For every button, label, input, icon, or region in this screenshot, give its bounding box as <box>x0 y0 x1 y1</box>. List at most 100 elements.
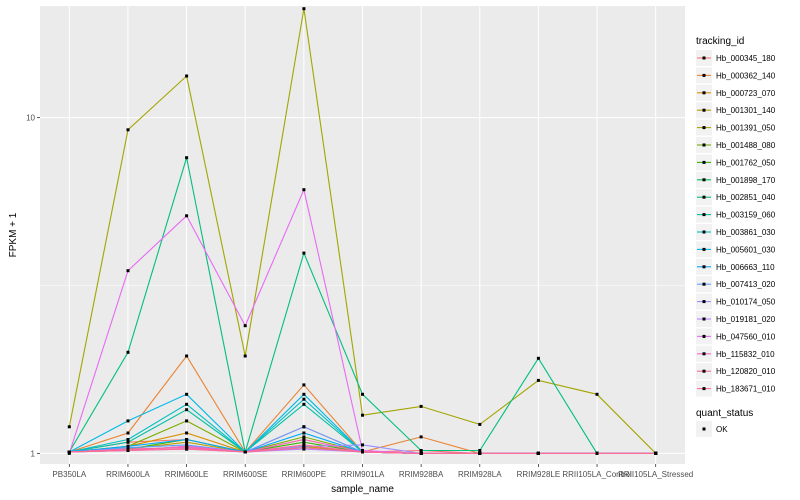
data-point <box>126 419 130 423</box>
data-point <box>595 392 599 396</box>
data-point <box>478 449 482 452</box>
legend-label: Hb_115832_010 <box>716 350 775 359</box>
data-point <box>185 440 189 444</box>
x-tick-label: RRIM928LE <box>517 470 561 479</box>
data-point <box>243 354 247 358</box>
data-point <box>67 425 71 429</box>
data-point <box>302 7 306 11</box>
legend-label: Hb_006663_110 <box>716 263 775 272</box>
shape-legend-title: quant_status <box>696 408 753 419</box>
legend-label: Hb_001762_050 <box>716 158 776 167</box>
data-point <box>302 251 306 255</box>
legend-key-point <box>702 195 706 199</box>
legend-key-point <box>702 213 706 217</box>
data-point <box>126 440 130 444</box>
x-tick-label: RRII105LA_Stressed <box>618 470 693 479</box>
data-point <box>185 438 189 441</box>
data-point <box>185 408 189 412</box>
y-axis-title: FPKM + 1 <box>8 212 19 257</box>
x-tick-label: RRIM600LA <box>106 470 150 479</box>
legend-key-point <box>702 73 706 77</box>
y-tick-label: 1 <box>31 449 36 458</box>
data-point <box>67 450 71 454</box>
y-tick-label: 10 <box>26 114 35 123</box>
data-point <box>126 438 130 441</box>
legend-key-point <box>702 143 706 147</box>
legend-label: Hb_001391_050 <box>716 124 776 133</box>
x-tick-label: RRIM600LE <box>165 470 209 479</box>
data-point <box>302 435 306 439</box>
data-point <box>302 425 306 429</box>
legend-title: tracking_id <box>696 36 744 47</box>
legend-label: Hb_000345_180 <box>716 54 776 63</box>
color-legend: tracking_id Hb_000345_180 Hb_000362_140 Hb… <box>696 36 776 397</box>
data-point <box>302 188 306 192</box>
legend-key-point <box>702 126 706 130</box>
data-point <box>185 447 189 451</box>
data-point <box>185 214 189 218</box>
data-points <box>67 7 658 455</box>
data-point <box>126 431 130 435</box>
data-point <box>302 438 306 441</box>
legend-key-point <box>702 91 706 95</box>
shape-legend-point <box>702 427 706 431</box>
legend-key-point <box>702 317 706 321</box>
legend-key-point <box>702 387 706 391</box>
legend-label: Hb_001898_170 <box>716 176 776 185</box>
legend-label: Hb_010174_050 <box>716 298 776 307</box>
legend-label: Hb_000723_070 <box>716 89 776 98</box>
data-point <box>536 378 540 382</box>
data-point <box>361 413 364 417</box>
shape-legend: quant_status OK <box>696 408 753 437</box>
data-point <box>361 392 364 396</box>
legend-label: Hb_001301_140 <box>716 106 776 115</box>
data-point <box>126 128 130 132</box>
grid-lines <box>40 6 685 464</box>
data-point <box>302 383 306 387</box>
data-point <box>302 402 306 406</box>
legend-key-point <box>702 369 706 373</box>
data-point <box>126 350 130 354</box>
legend-key-point <box>702 230 706 234</box>
x-tick-label: RRIM928BA <box>399 470 444 479</box>
x-tick-label: RRIM600SE <box>223 470 267 479</box>
data-point <box>302 440 306 444</box>
data-point <box>185 156 189 160</box>
legend-key-point <box>702 178 706 182</box>
legend-label: Hb_120820_010 <box>716 367 776 376</box>
data-point <box>536 451 540 455</box>
legend-key-point <box>702 352 706 356</box>
legend-label: Hb_003159_060 <box>716 211 776 220</box>
legend-label: Hb_005601_030 <box>716 245 776 254</box>
x-tick-label: RRIM928LA <box>458 470 502 479</box>
data-point <box>478 451 482 455</box>
data-point <box>185 392 189 396</box>
data-point <box>419 449 423 452</box>
shape-legend-label: OK <box>716 425 728 434</box>
data-point <box>243 450 247 454</box>
x-tick-label: RRII105LA_Control <box>562 470 632 479</box>
legend-label: Hb_002851_040 <box>716 193 776 202</box>
data-point <box>302 431 306 435</box>
data-point <box>361 450 364 454</box>
x-tick-label: PB350LA <box>52 470 86 479</box>
data-point <box>302 392 306 396</box>
data-point <box>302 443 306 447</box>
legend-key-point <box>702 108 706 112</box>
data-point <box>126 269 130 273</box>
legend-label: Hb_019181_020 <box>716 315 776 324</box>
x-tick-label: RRIM600PE <box>282 470 326 479</box>
legend-key-point <box>702 334 706 338</box>
y-axis: 1 10 <box>26 114 40 458</box>
data-point <box>185 74 189 78</box>
legend-key-point <box>702 247 706 251</box>
legend-label: Hb_000362_140 <box>716 71 776 80</box>
data-point <box>243 324 247 328</box>
data-point <box>126 449 130 452</box>
data-point <box>419 435 423 439</box>
data-point <box>654 451 658 455</box>
data-point <box>419 404 423 408</box>
data-point <box>361 443 364 447</box>
data-point <box>595 451 599 455</box>
